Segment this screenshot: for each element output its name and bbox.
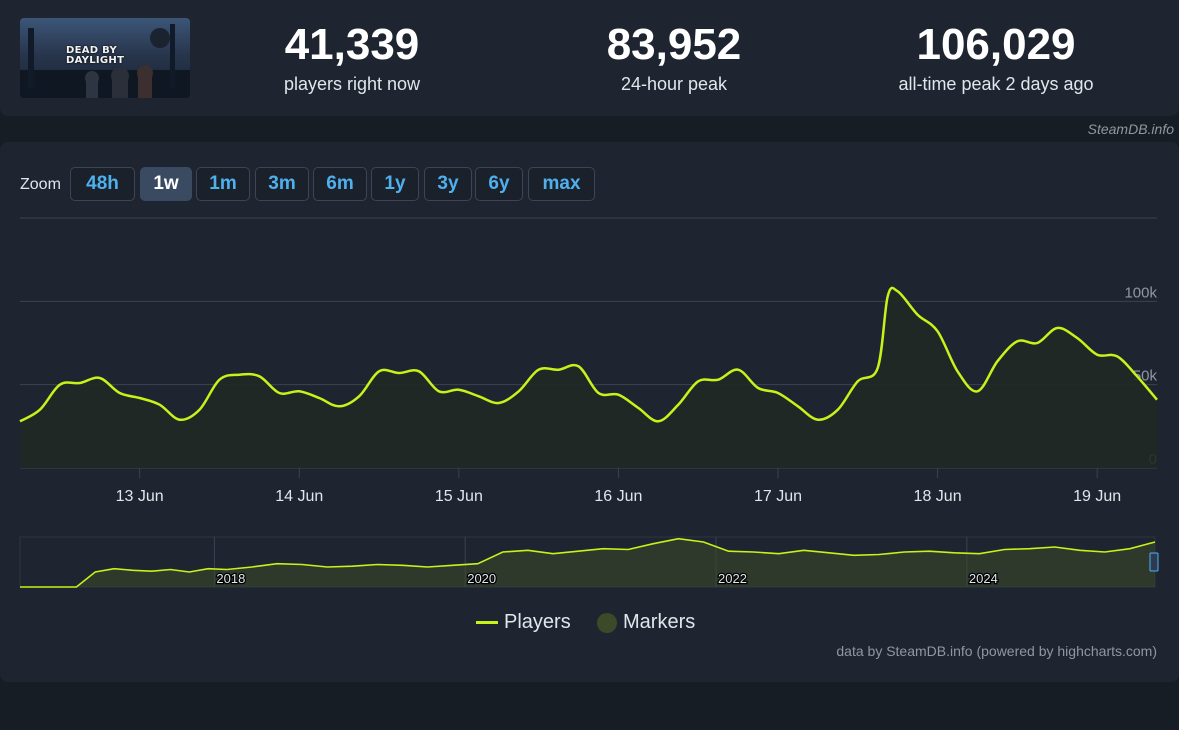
x-tick-label: 17 Jun	[754, 488, 802, 505]
x-tick-label: 18 Jun	[914, 488, 962, 505]
all-time-peak-value: 106,029	[916, 20, 1076, 69]
zoom-button-1w[interactable]: 1w	[140, 167, 192, 201]
legend-item-markers[interactable]: Markers	[596, 611, 695, 634]
highcharts-credit[interactable]: data by SteamDB.info (powered by highcha…	[836, 643, 1157, 659]
daily-peak-stat: 83,952 24-hour peak	[584, 22, 764, 95]
daily-peak-value: 83,952	[606, 20, 742, 69]
legend-item-players[interactable]: Players	[476, 611, 571, 634]
players-series-line[interactable]	[19, 286, 1158, 423]
zoom-button-3m[interactable]: 3m	[255, 167, 309, 201]
zoom-button-6y[interactable]: 6y	[475, 167, 523, 201]
x-tick-label: 19 Jun	[1073, 488, 1121, 505]
y-tick-label: 100k	[1124, 284, 1157, 301]
navigator-year-label: 2020	[467, 571, 496, 586]
x-tick-label: 15 Jun	[435, 488, 483, 505]
zoom-button-6m[interactable]: 6m	[313, 167, 367, 201]
navigator-range-handle[interactable]	[1149, 552, 1159, 572]
players-area	[20, 287, 1157, 468]
zoom-button-max[interactable]: max	[528, 167, 595, 201]
game-banner-image[interactable]: DEAD BY DAYLIGHT	[20, 18, 190, 98]
zoom-button-1m[interactable]: 1m	[196, 167, 250, 201]
game-banner-art	[20, 24, 190, 98]
markers-legend-circle	[597, 612, 617, 633]
navigator-chart[interactable]: 2018 2020 2022 2024	[0, 533, 1179, 593]
current-players-value: 41,339	[284, 20, 420, 69]
navigator-year-label: 2024	[969, 571, 998, 586]
x-tick-label: 16 Jun	[594, 488, 642, 505]
zoom-button-1y[interactable]: 1y	[371, 167, 419, 201]
legend-label-markers: Markers	[623, 611, 696, 633]
players-legend-line	[476, 620, 498, 624]
x-tick-label: 14 Jun	[275, 488, 323, 505]
navigator-year-label: 2018	[216, 571, 245, 586]
x-tick-label: 13 Jun	[116, 488, 164, 505]
navigator-year-label: 2022	[718, 571, 747, 586]
game-logo-text: DEAD BY DAYLIGHT	[66, 45, 125, 66]
zoom-button-48h[interactable]: 48h	[70, 167, 135, 201]
navigator-series-line	[20, 537, 1156, 588]
current-players-stat: 41,339 players right now	[262, 22, 442, 95]
stats-header: DEAD BY DAYLIGHT 41,339 players right no…	[0, 0, 1179, 116]
daily-peak-label: 24-hour peak	[620, 74, 728, 94]
all-time-peak-stat: 106,029 all-time peak 2 days ago	[866, 22, 1126, 95]
zoom-button-3y[interactable]: 3y	[424, 167, 472, 201]
steamdb-credit-link[interactable]: SteamDB.info	[1087, 121, 1174, 137]
all-time-peak-label: all-time peak 2 days ago	[898, 74, 1094, 94]
navigator-area	[20, 538, 1155, 587]
legend-label-players: Players	[504, 611, 571, 633]
current-players-label: players right now	[283, 74, 421, 94]
zoom-label: Zoom	[20, 176, 61, 193]
